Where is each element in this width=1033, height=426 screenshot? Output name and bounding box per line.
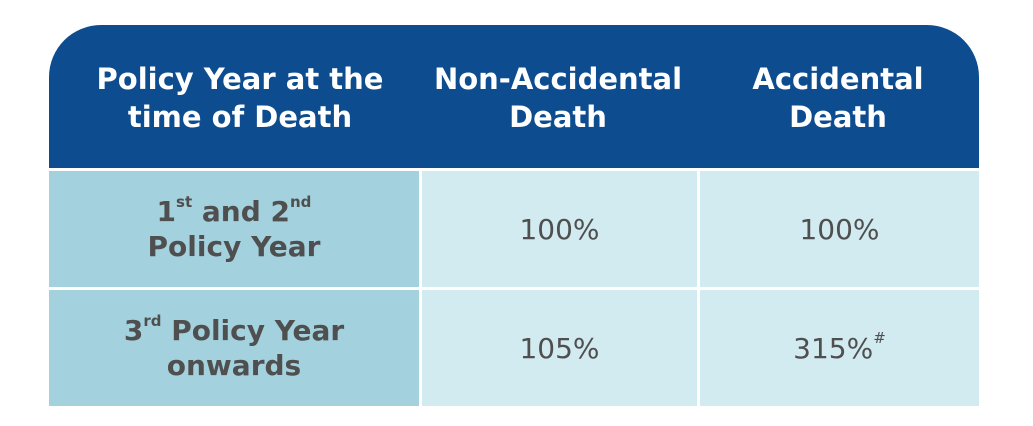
accidental-percent: 100% — [799, 212, 880, 246]
header-policy-year-line1: Policy Year at the — [96, 61, 384, 96]
policy-year-text: and 2 — [192, 195, 290, 228]
header-policy-year-line2: time of Death — [127, 99, 353, 134]
death-benefit-table: Policy Year at the time of Death Non-Acc… — [49, 25, 979, 406]
footnote-marker: # — [873, 329, 886, 348]
accidental-percent: 315% — [793, 331, 874, 365]
accidental-value: 315%# — [700, 290, 979, 406]
header-accidental: Accidental Death — [697, 25, 979, 168]
policy-year-text: onwards — [166, 349, 302, 382]
header-non-accidental-line2: Death — [509, 99, 607, 134]
header-non-accidental: Non-Accidental Death — [419, 25, 697, 168]
non-accidental-percent: 105% — [519, 331, 600, 365]
header-non-accidental-line1: Non-Accidental — [433, 61, 683, 96]
non-accidental-percent: 100% — [519, 212, 600, 246]
policy-year-text: 3 — [123, 314, 144, 347]
table-row: 3rd Policy Year onwards 105% 315%# — [49, 290, 979, 406]
non-accidental-value: 100% — [422, 171, 697, 287]
ordinal-suffix: nd — [290, 192, 312, 211]
header-policy-year: Policy Year at the time of Death — [49, 25, 419, 168]
table-row: 1st and 2nd Policy Year 100% 100% — [49, 171, 979, 287]
ordinal-suffix: st — [176, 192, 193, 211]
policy-year-cell: 3rd Policy Year onwards — [49, 290, 419, 406]
policy-year-text: Policy Year — [147, 230, 321, 263]
policy-year-text: Policy Year — [161, 314, 345, 347]
accidental-value: 100% — [700, 171, 979, 287]
policy-year-text: 1 — [156, 195, 177, 228]
ordinal-suffix: rd — [143, 311, 162, 330]
policy-year-cell: 1st and 2nd Policy Year — [49, 171, 419, 287]
table-header-row: Policy Year at the time of Death Non-Acc… — [49, 25, 979, 168]
header-accidental-line1: Accidental — [752, 61, 924, 96]
non-accidental-value: 105% — [422, 290, 697, 406]
header-accidental-line2: Death — [789, 99, 887, 134]
